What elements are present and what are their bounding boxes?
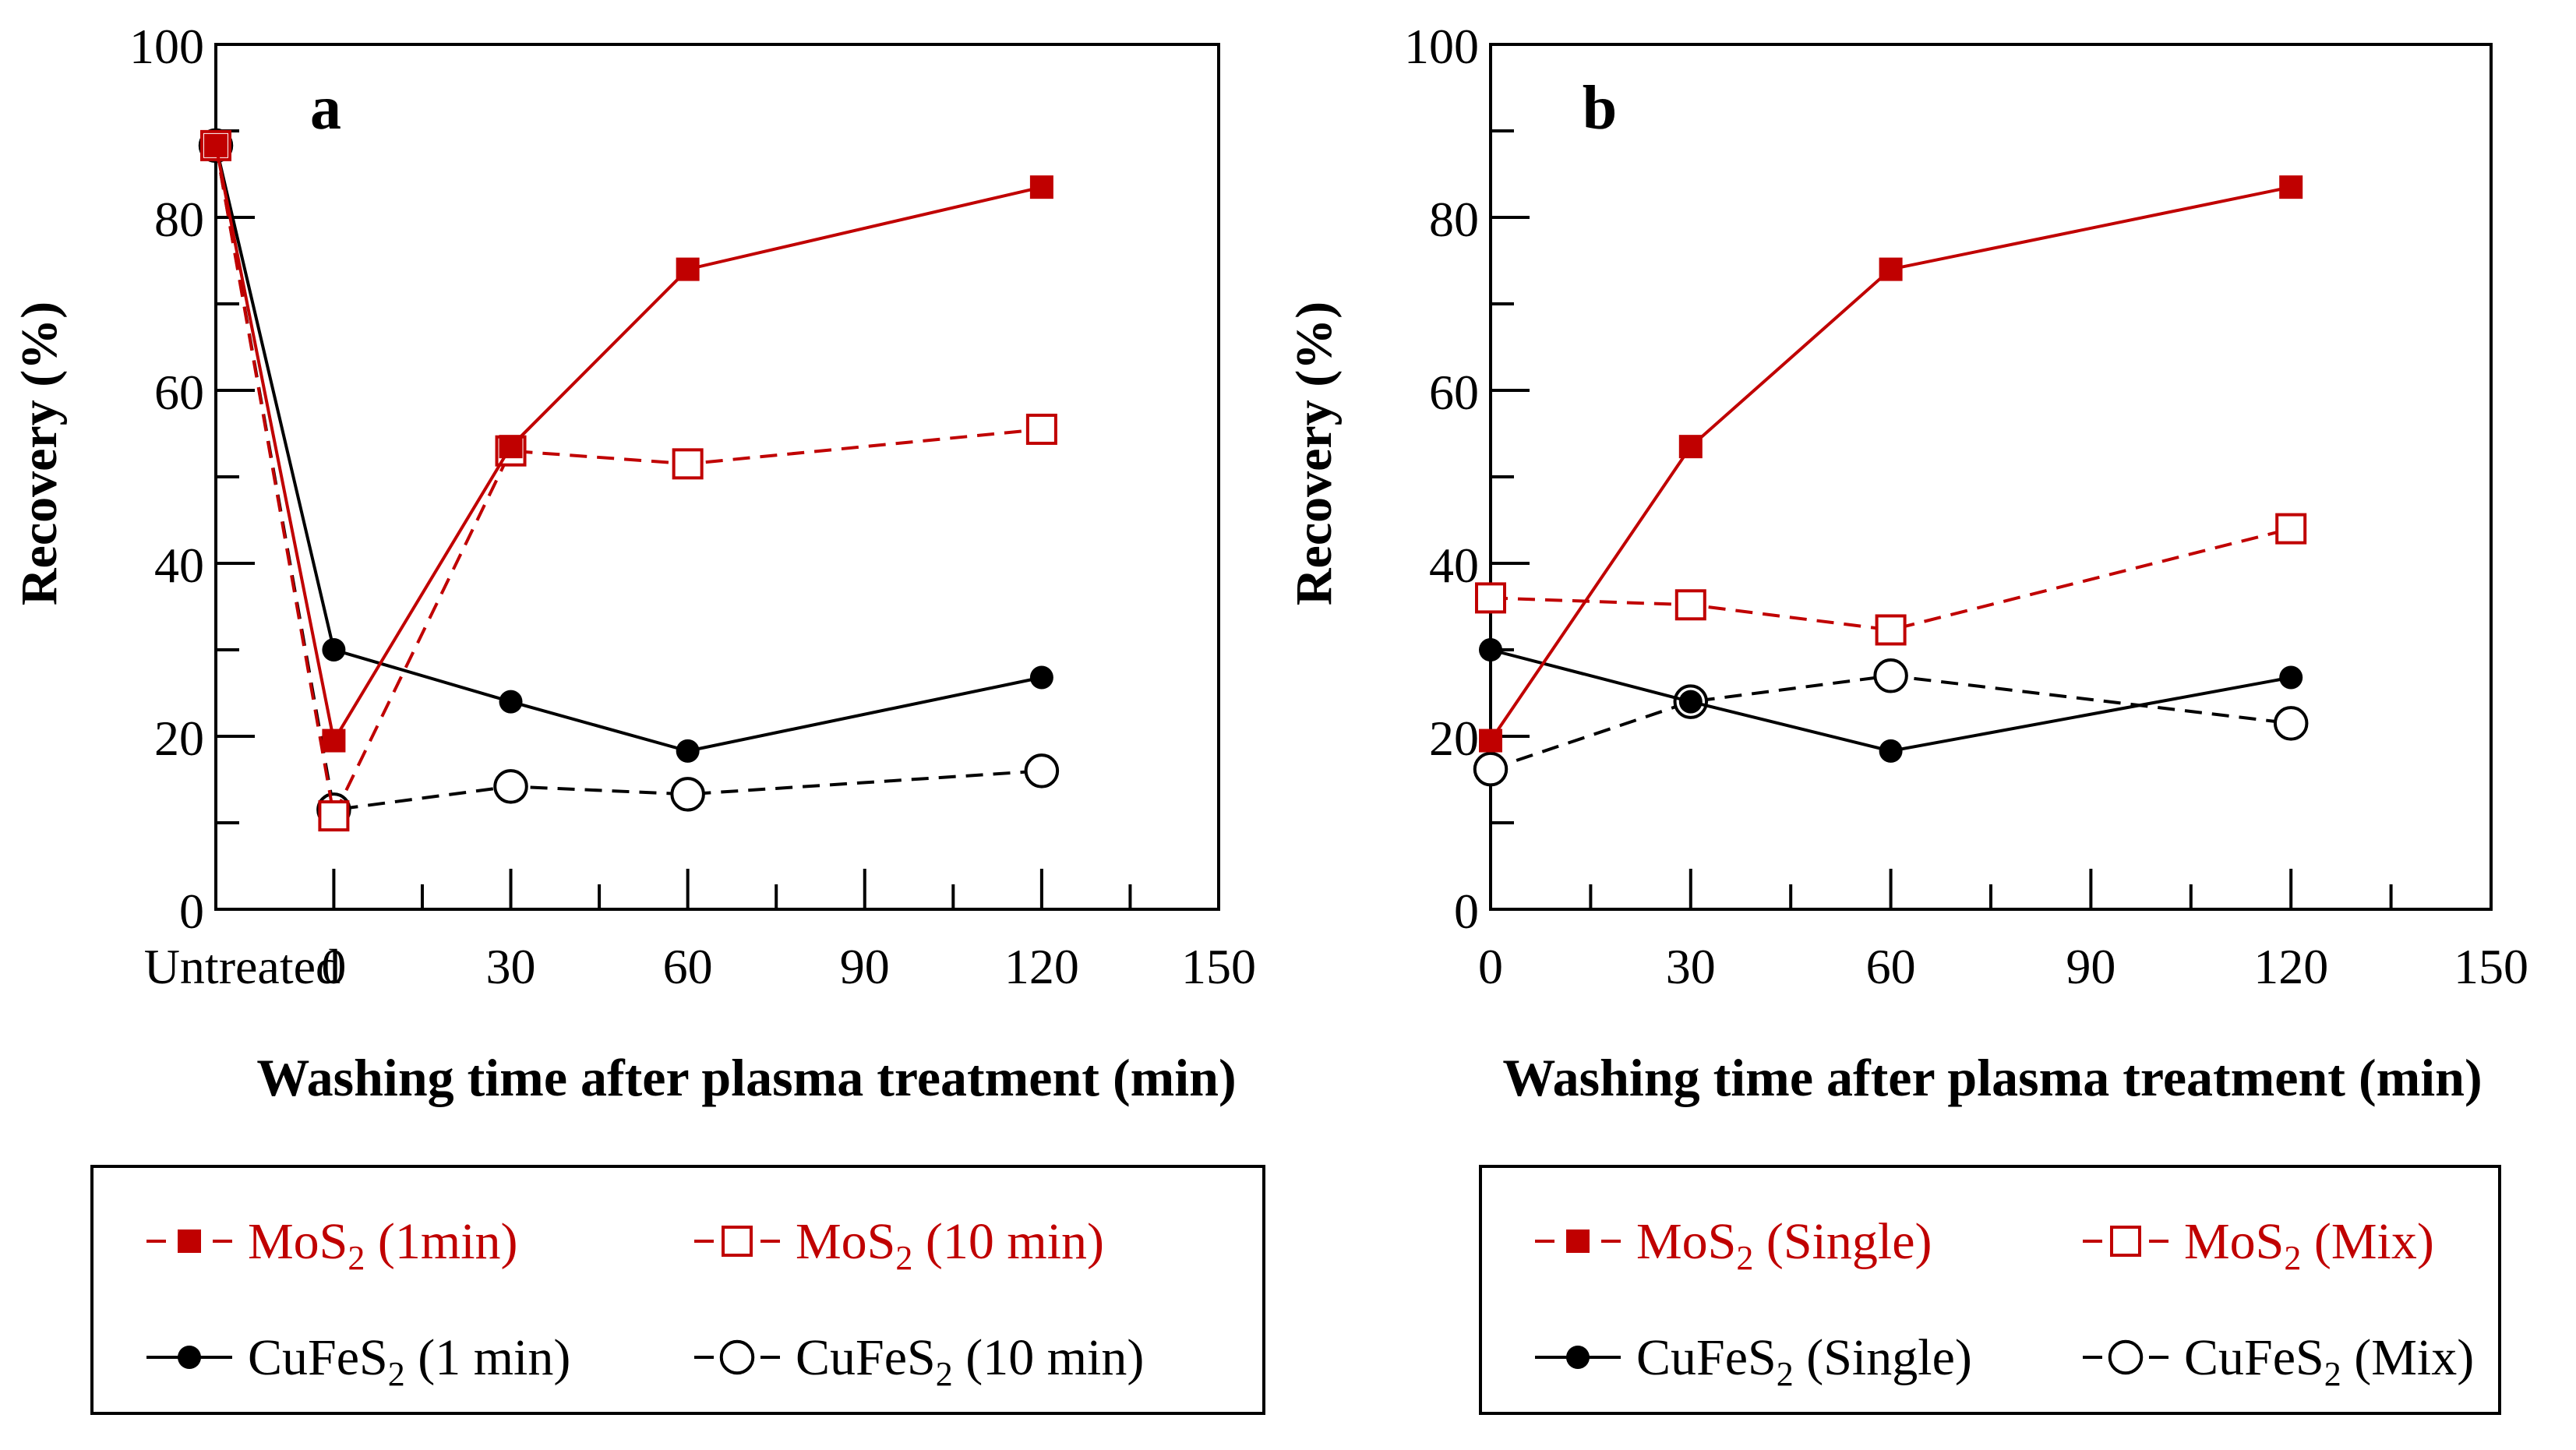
legend-item-cufes2-single: CuFeS2 (Single) [1535, 1329, 1972, 1393]
legend-marker [1566, 1346, 1590, 1369]
data-point-cufes2-1-min [499, 690, 523, 714]
data-point-cufes2-1-min [322, 638, 346, 661]
legend-frame [90, 1165, 1265, 1415]
series-line-mos2-10-min [214, 145, 1043, 821]
data-point-cufes2-1-min [676, 739, 700, 763]
legend-marker [719, 1339, 755, 1375]
data-point-mos2-mix [1475, 582, 1506, 614]
y-axis-label: Recovery (%) [11, 302, 68, 605]
legend-marker [2110, 1226, 2141, 1257]
y-tick-label: 0 [179, 884, 204, 939]
panel-label: a [310, 74, 341, 143]
y-tick-label: 40 [1429, 538, 1479, 593]
x-axis-label: Washing time after plasma treatment (min… [1502, 1048, 2482, 1107]
data-point-mos2-single [1479, 729, 1502, 753]
data-point-mos2-10-min [318, 800, 350, 832]
data-point-cufes2-10-min [670, 777, 705, 812]
data-point-mos2-1min [204, 133, 228, 157]
legend-label: CuFeS2 (Single) [1636, 1329, 1972, 1393]
legend-label: CuFeS2 (1 min) [248, 1329, 570, 1393]
data-point-cufes2-single [2279, 665, 2303, 690]
legend-frame [1479, 1165, 2501, 1415]
legend-marker [1566, 1230, 1590, 1253]
legend-item-mos2-mix: MoS2 (Mix) [2083, 1213, 2434, 1277]
data-point-mos2-1min [322, 729, 346, 753]
series-line-cufes2-single [1490, 648, 2292, 753]
data-point-cufes2-mix [2273, 706, 2309, 741]
data-point-cufes2-single [1879, 739, 1903, 763]
data-point-mos2-10-min [672, 448, 704, 480]
legend-marker [722, 1226, 753, 1257]
data-point-cufes2-10-min [493, 769, 528, 804]
data-point-mos2-1min [676, 257, 700, 281]
x-tick-label: 120 [1004, 939, 1079, 994]
data-point-mos2-1min [499, 435, 523, 459]
plot-frame [214, 43, 1220, 911]
legend-item-mos2-1min: MoS2 (1min) [146, 1213, 518, 1277]
legend-marker [2108, 1339, 2144, 1375]
y-tick-label: 60 [154, 365, 204, 420]
x-tick-label: 120 [2253, 939, 2328, 994]
data-point-mos2-mix [2275, 513, 2307, 545]
data-point-mos2-single [1678, 435, 1703, 459]
y-tick-label: 60 [1429, 365, 1479, 420]
data-point-cufes2-single [1479, 638, 1502, 661]
panel-a: 0 20 40 60 80 100 0 30 60 90 120 150 Untreated Washin… [11, 19, 1265, 1415]
data-point-mos2-single [1879, 257, 1903, 281]
x-tick-label: 90 [840, 939, 890, 994]
x-tick-label: 30 [486, 939, 536, 994]
data-point-cufes2-1-min [1029, 665, 1053, 690]
data-point-mos2-mix [1875, 614, 1907, 646]
y-tick-label: 0 [1454, 884, 1479, 939]
x-tick-label: 150 [1181, 939, 1256, 994]
legend-item-cufes2-10-min: CuFeS2 (10 min) [694, 1329, 1144, 1393]
series-line-cufes2-mix [1490, 674, 2292, 771]
y-tick-label: 100 [129, 19, 204, 74]
series-line-mos2-mix [1490, 527, 2292, 632]
legend-marker [178, 1346, 201, 1369]
legend-label: MoS2 (Single) [1636, 1213, 1932, 1277]
series-line-cufes2-1-min [214, 145, 1043, 753]
series-line-mos2-single [1489, 185, 2292, 742]
x-tick-label: 0 [321, 939, 346, 994]
data-point-mos2-single [2279, 175, 2303, 199]
data-point-cufes2-mix [1473, 751, 1509, 787]
x-tick-label: 30 [1666, 939, 1716, 994]
panel-label: b [1583, 74, 1618, 143]
data-point-cufes2-10-min [1024, 753, 1060, 789]
data-point-mos2-1min [1029, 175, 1053, 199]
y-tick-label: 20 [154, 711, 204, 766]
x-tick-label: 60 [663, 939, 713, 994]
y-tick-label: 100 [1404, 19, 1479, 74]
data-point-mos2-mix [1674, 589, 1706, 621]
y-axis-label: Recovery (%) [1286, 302, 1343, 605]
legend-label: CuFeS2 (Mix) [2184, 1329, 2474, 1393]
y-tick-label: 80 [154, 192, 204, 247]
series-line-cufes2-10-min [214, 145, 1043, 812]
y-tick-label: 20 [1429, 711, 1479, 766]
legend-label: CuFeS2 (10 min) [796, 1329, 1144, 1393]
x-tick-label: 150 [2454, 939, 2528, 994]
legend-label: MoS2 (10 min) [796, 1213, 1104, 1277]
legend-label: MoS2 (Mix) [2184, 1213, 2434, 1277]
panel-b: 0 20 40 60 80 100 0 30 60 90 120 150 Washing time af… [1286, 19, 2528, 1415]
y-tick-label: 40 [154, 538, 204, 593]
data-point-cufes2-mix [1873, 658, 1908, 693]
legend-marker [178, 1230, 201, 1253]
legend-label: MoS2 (1min) [248, 1213, 518, 1277]
legend-item-cufes2-mix: CuFeS2 (Mix) [2083, 1329, 2474, 1393]
x-tick-label-untreated: Untreated [144, 939, 341, 994]
plot-frame [1489, 43, 2493, 911]
x-tick-label: 90 [2066, 939, 2115, 994]
x-tick-label: 60 [1866, 939, 1916, 994]
y-tick-label: 80 [1429, 192, 1479, 247]
data-point-cufes2-single [1678, 690, 1703, 714]
legend-item-cufes2-1-min: CuFeS2 (1 min) [146, 1329, 570, 1393]
data-point-mos2-10-min [1025, 413, 1057, 445]
legend-item-mos2-single: MoS2 (Single) [1535, 1213, 1932, 1277]
legend-item-mos2-10-min: MoS2 (10 min) [694, 1213, 1104, 1277]
x-axis-label: Washing time after plasma treatment (min… [256, 1048, 1236, 1107]
x-tick-label: 0 [1478, 939, 1503, 994]
